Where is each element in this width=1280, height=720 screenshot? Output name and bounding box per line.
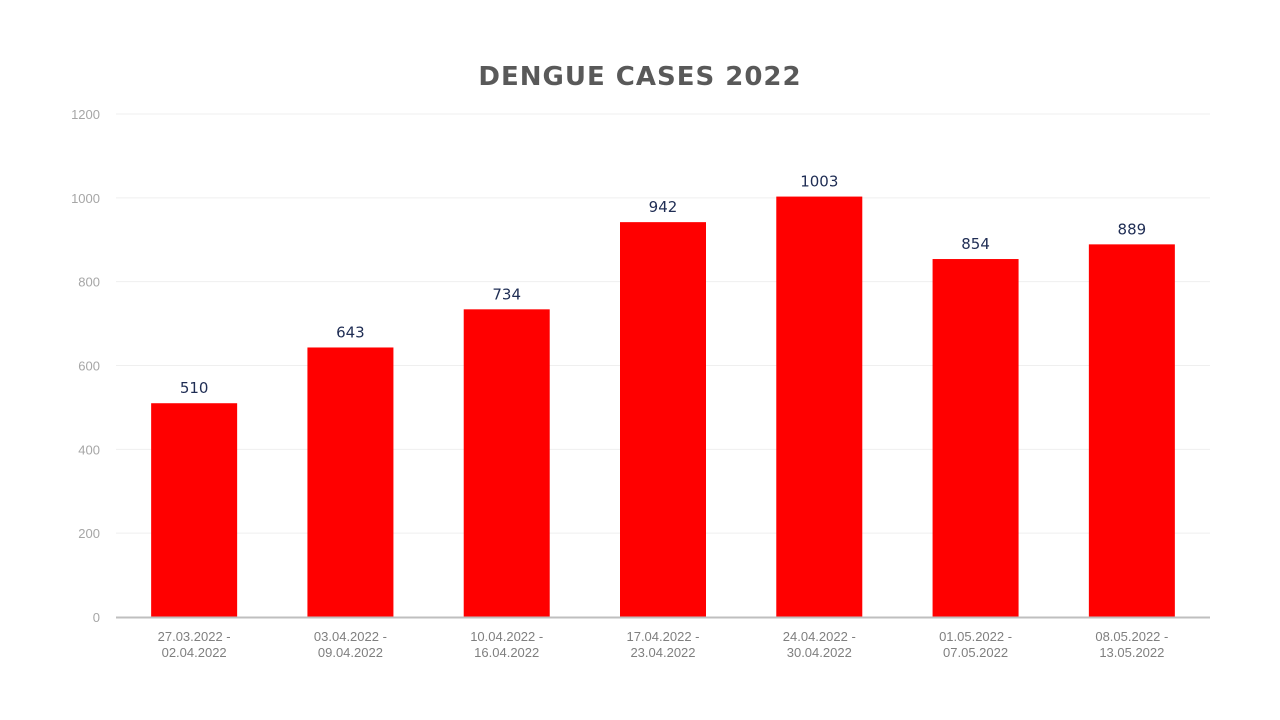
bar bbox=[932, 259, 1019, 617]
x-tick-label: 08.05.2022 - bbox=[1095, 629, 1168, 644]
x-tick-label: 23.04.2022 bbox=[630, 645, 695, 660]
y-tick-label: 1000 bbox=[71, 191, 100, 206]
x-tick-label: 24.04.2022 - bbox=[783, 629, 856, 644]
bar bbox=[620, 222, 706, 617]
data-label: 854 bbox=[961, 235, 990, 253]
data-label: 889 bbox=[1118, 220, 1147, 238]
data-label: 1003 bbox=[800, 173, 838, 191]
data-label: 734 bbox=[492, 285, 521, 303]
x-tick-label: 07.05.2022 bbox=[943, 645, 1008, 660]
x-tick-label: 27.03.2022 - bbox=[158, 629, 231, 644]
x-tick-label: 01.05.2022 - bbox=[939, 629, 1012, 644]
x-tick-label: 10.04.2022 - bbox=[470, 629, 543, 644]
data-label: 510 bbox=[180, 379, 209, 397]
x-tick-label: 17.04.2022 - bbox=[626, 629, 699, 644]
x-tick-label: 03.04.2022 - bbox=[314, 629, 387, 644]
y-tick-label: 800 bbox=[78, 275, 100, 290]
x-tick-label: 16.04.2022 bbox=[474, 645, 539, 660]
bar bbox=[307, 347, 394, 617]
y-tick-label: 0 bbox=[93, 610, 100, 625]
bar bbox=[151, 403, 238, 617]
bar bbox=[463, 309, 550, 617]
x-tick-label: 30.04.2022 bbox=[787, 645, 852, 660]
y-tick-label: 1200 bbox=[71, 107, 100, 122]
x-tick-label: 13.05.2022 bbox=[1099, 645, 1164, 660]
data-label: 942 bbox=[649, 198, 678, 216]
chart-title: DENGUE CASES 2022 bbox=[478, 62, 802, 92]
y-tick-label: 200 bbox=[78, 526, 100, 541]
data-label: 643 bbox=[336, 323, 365, 341]
x-tick-label: 09.04.2022 bbox=[318, 645, 383, 660]
bar bbox=[776, 196, 863, 617]
bar bbox=[1088, 244, 1175, 617]
y-tick-label: 400 bbox=[78, 442, 100, 457]
y-tick-label: 600 bbox=[78, 359, 100, 374]
x-tick-label: 02.04.2022 bbox=[162, 645, 227, 660]
